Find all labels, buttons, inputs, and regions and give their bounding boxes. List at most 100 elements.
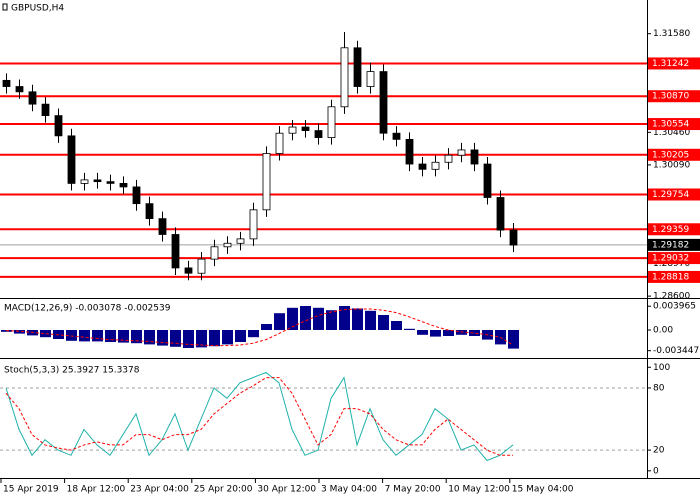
macd-bar [261, 324, 272, 330]
candle-body [444, 154, 453, 163]
candle-body [54, 115, 63, 137]
x-tick-label: 23 Apr 04:00 [130, 485, 189, 495]
macd-bar [417, 330, 428, 335]
candle-body [353, 47, 362, 87]
candle-body [314, 130, 323, 139]
candle-body [210, 246, 219, 260]
candle-body [28, 91, 37, 105]
level-label-box [648, 90, 700, 103]
macd-bar [287, 307, 298, 330]
y-tick-label: 1.30090 [653, 160, 690, 170]
symbol-icon [2, 3, 8, 11]
candle-body [457, 149, 466, 156]
candle-body [132, 186, 141, 205]
macd-bar [404, 328, 415, 330]
macd-bar [352, 308, 363, 330]
candle-body [80, 179, 89, 184]
level-label: 1.29359 [652, 225, 689, 235]
current-price-box [648, 238, 700, 251]
level-label-box [648, 118, 700, 131]
current-price-label: 1.29182 [652, 240, 689, 250]
macd-bar [209, 330, 220, 347]
y-tick-label: 0.00 [653, 326, 673, 336]
macd-bar [300, 306, 311, 330]
candle-body [223, 242, 232, 248]
candle-body [288, 126, 297, 134]
candle-body [236, 238, 245, 244]
candle-body [366, 71, 375, 87]
y-tick-label: 1.31580 [653, 29, 690, 39]
macd-bar [508, 330, 519, 349]
candle-body [2, 79, 11, 87]
macd-bar [378, 315, 389, 330]
macd-bar [14, 330, 25, 334]
macd-bar [443, 330, 454, 336]
macd-bar [469, 330, 480, 336]
x-tick-label: 7 May 20:00 [385, 485, 441, 495]
y-tick-label: 100 [653, 363, 670, 373]
macd-bar [326, 310, 337, 330]
macd-bar [131, 330, 142, 344]
macd-bar [222, 330, 233, 345]
x-tick-label: 25 Apr 20:00 [194, 485, 253, 495]
macd-bar [313, 307, 324, 330]
macd-bar [391, 321, 402, 330]
macd-bar [157, 330, 168, 346]
macd-bar [274, 313, 285, 330]
candle-body [249, 209, 258, 240]
candle-body [418, 163, 427, 170]
candle-body [327, 106, 336, 139]
stoch-signal-line [5, 377, 513, 456]
candle-body [496, 197, 505, 231]
level-label: 1.29754 [652, 190, 689, 200]
level-label: 1.28818 [652, 272, 689, 282]
x-tick-label: 10 May 12:00 [448, 485, 510, 495]
y-tick-label: 20 [653, 446, 665, 456]
stoch-title: Stoch(5,3,3) 25.3927 15.3378 [4, 366, 140, 376]
x-tick-label: 30 Apr 12:00 [257, 485, 316, 495]
macd-bar [248, 330, 259, 338]
macd-bar [79, 330, 90, 342]
macd-bar [430, 330, 441, 337]
macd-signal-line [5, 308, 514, 347]
candle-body [379, 71, 388, 134]
level-label: 1.29032 [652, 254, 689, 264]
macd-bar [105, 330, 116, 342]
macd-bar [40, 330, 51, 338]
level-label: 1.31242 [652, 59, 689, 69]
macd-bar [365, 310, 376, 330]
x-tick-label: 15 Apr 2019 [3, 485, 59, 495]
level-label: 1.30205 [652, 150, 689, 160]
macd-bar [456, 330, 467, 335]
y-tick-label: -0.003447 [653, 346, 699, 356]
level-label-box [648, 270, 700, 283]
y-tick-label: 0.003965 [653, 302, 696, 312]
y-tick-label: 0 [653, 466, 659, 476]
candle-body [158, 218, 167, 235]
level-label: 1.30870 [652, 92, 689, 102]
candle-body [470, 149, 479, 165]
candle-body [340, 47, 349, 108]
candle-body [171, 234, 180, 269]
candle-body [184, 267, 193, 274]
macd-bar [170, 330, 181, 347]
level-label: 1.30554 [652, 120, 689, 130]
level-label-box [648, 57, 700, 70]
candle-body [262, 153, 271, 211]
x-tick-label: 15 May 04:00 [512, 485, 574, 495]
stoch-main-line [5, 371, 514, 462]
candle-body [301, 126, 310, 131]
level-label-box [648, 148, 700, 161]
y-tick-label: 80 [653, 383, 665, 393]
candle-body [509, 229, 518, 246]
x-tick-label: 3 May 04:00 [321, 485, 377, 495]
macd-bar [118, 330, 129, 343]
y-tick-label: 1.30460 [653, 128, 690, 138]
candle-body [197, 258, 206, 274]
macd-bar [339, 306, 350, 330]
level-label-box [648, 252, 700, 265]
candle-body [431, 161, 440, 170]
candle-body [93, 179, 102, 183]
x-tick-label: 18 Apr 12:00 [67, 485, 126, 495]
